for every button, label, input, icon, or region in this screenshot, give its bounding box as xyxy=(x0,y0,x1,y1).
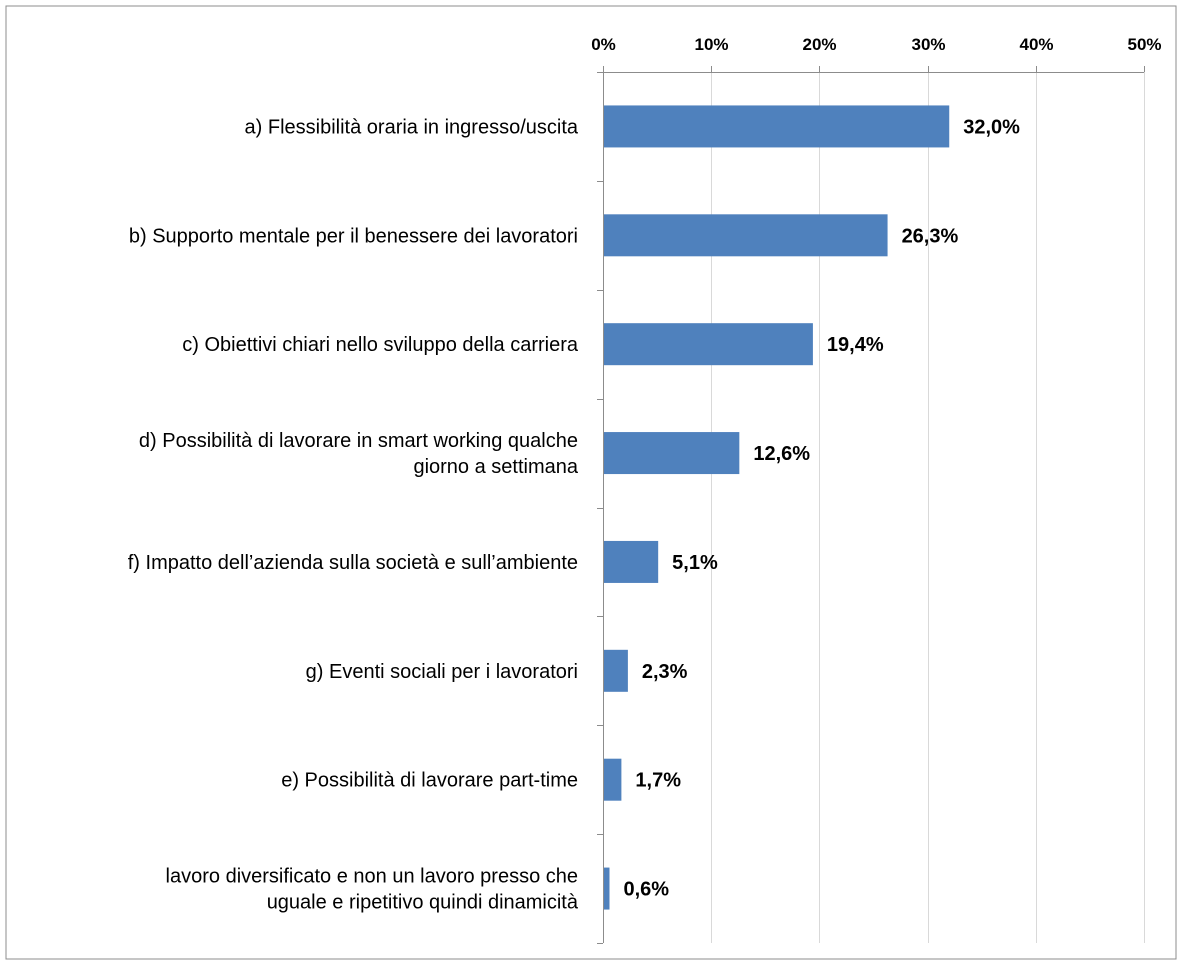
bar-2 xyxy=(603,214,888,257)
chart-border xyxy=(5,5,1177,960)
tick-label-10: 10% xyxy=(694,35,728,54)
value-label-4: 12,6% xyxy=(753,443,810,465)
value-label-2: 26,3% xyxy=(902,225,959,247)
tick-label-20: 20% xyxy=(802,35,836,54)
tick-label-40: 40% xyxy=(1019,35,1053,54)
category-label-7-line-1: e) Possibilità di lavorare part-time xyxy=(281,770,578,792)
value-label-3: 19,4% xyxy=(827,334,884,356)
bar-6 xyxy=(603,649,628,692)
bar-3 xyxy=(603,323,813,366)
category-label-8-line-2: uguale e ripetitivo quindi dinamicità xyxy=(267,892,579,914)
category-label-3-line-1: c) Obiettivi chiari nello sviluppo della… xyxy=(182,334,579,356)
value-label-1: 32,0% xyxy=(963,116,1020,138)
bar-7 xyxy=(603,758,622,801)
bar-4 xyxy=(603,432,740,475)
category-label-4-line-1: d) Possibilità di lavorare in smart work… xyxy=(139,430,578,452)
value-label-7: 1,7% xyxy=(635,770,681,792)
category-label-5-line-1: f) Impatto dell’azienda sulla società e … xyxy=(128,552,578,574)
bar-5 xyxy=(603,540,659,583)
category-label-4-line-2: giorno a settimana xyxy=(413,456,578,478)
tick-label-50: 50% xyxy=(1127,35,1161,54)
category-label-6-line-1: g) Eventi sociali per i lavoratori xyxy=(306,661,578,683)
category-label-1-line-1: a) Flessibilità oraria in ingresso/uscit… xyxy=(245,116,579,138)
tick-label-30: 30% xyxy=(911,35,945,54)
x-axis-ticks: 0% 10% 20% 30% 40% 50% xyxy=(591,35,1162,944)
value-label-5: 5,1% xyxy=(672,552,718,574)
tick-label-0: 0% xyxy=(591,35,616,54)
value-label-8: 0,6% xyxy=(623,879,669,901)
category-label-8-line-1: lavoro diversificato e non un lavoro pre… xyxy=(166,866,578,888)
value-labels: 32,0% 26,3% 19,4% 12,6% 5,1% 2,3% 1,7% 0,6% xyxy=(623,116,1020,900)
bar-1 xyxy=(603,105,950,148)
value-label-6: 2,3% xyxy=(642,661,688,683)
bar-8 xyxy=(603,867,610,910)
category-label-2-line-1: b) Supporto mentale per il benessere dei… xyxy=(129,225,578,247)
bars xyxy=(603,105,950,910)
category-labels: a) Flessibilità oraria in ingresso/uscit… xyxy=(128,116,579,913)
